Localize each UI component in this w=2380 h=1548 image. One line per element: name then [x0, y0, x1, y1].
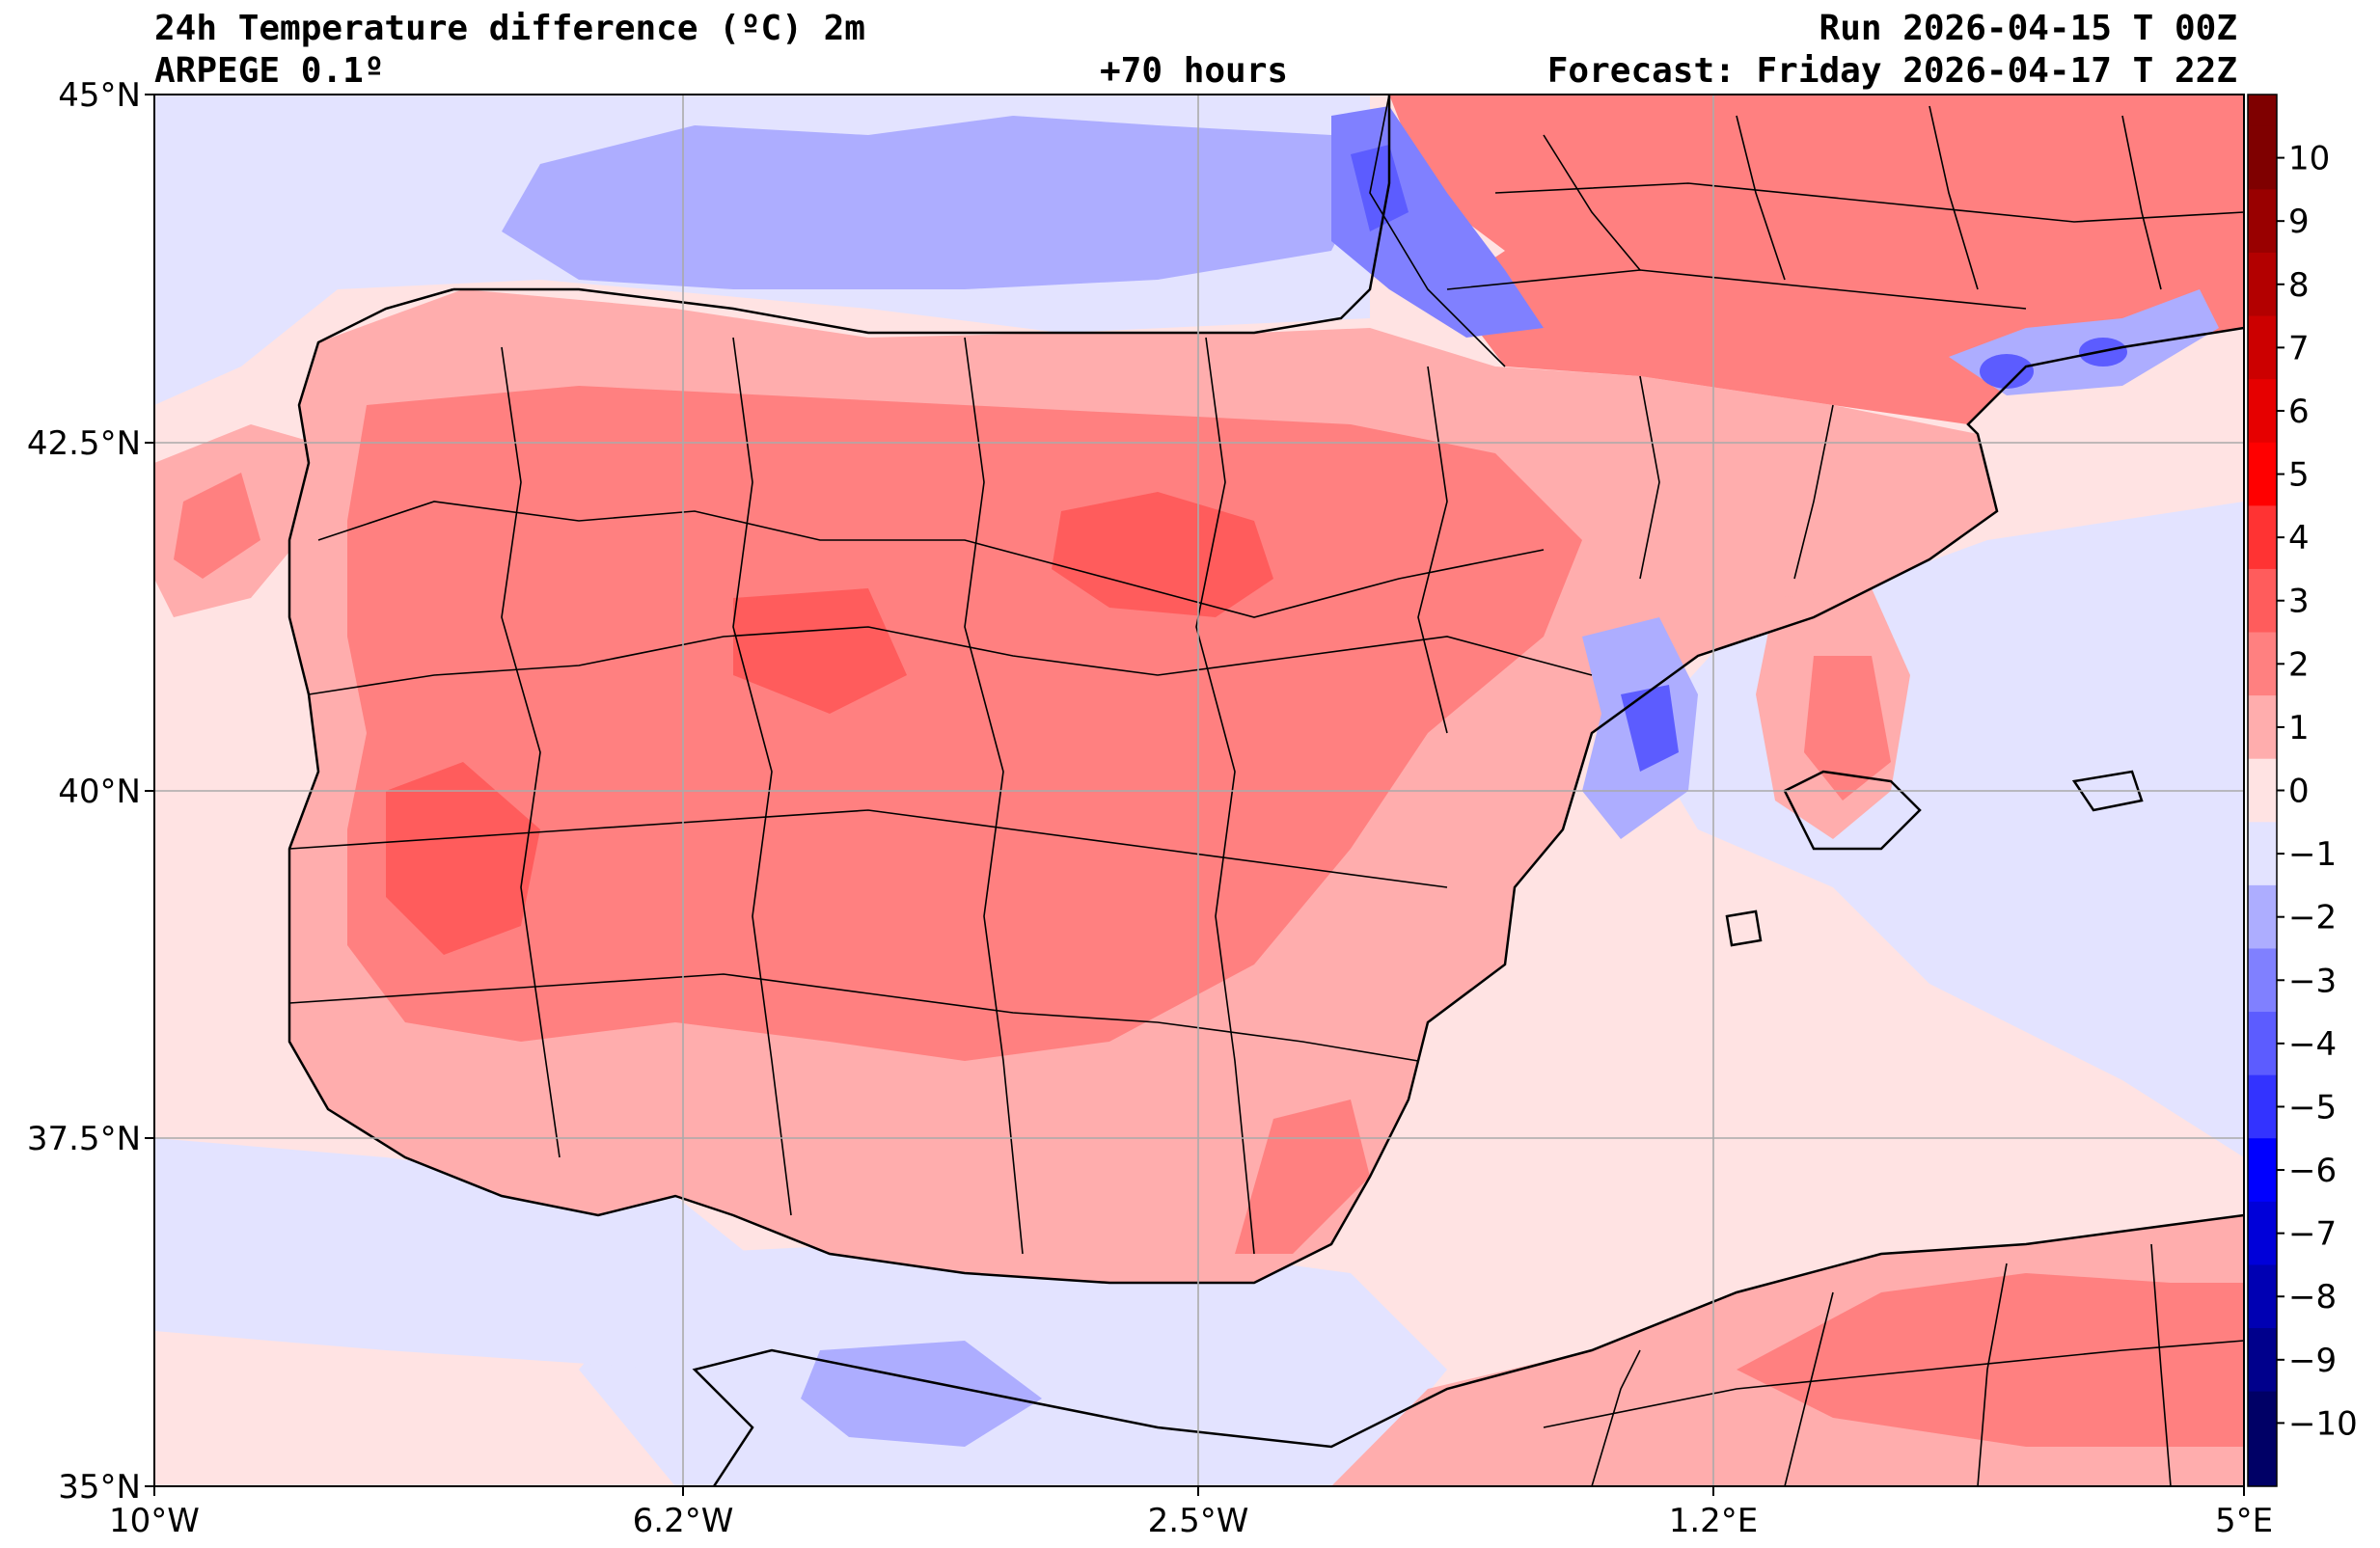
lat-label-40: 40°N	[58, 773, 141, 811]
colorbar-band	[2248, 948, 2277, 1013]
colorbar-band	[2248, 695, 2277, 760]
colorbar-label: 3	[2288, 583, 2310, 621]
colorbar-band	[2248, 379, 2277, 444]
forecast-label: Forecast: Friday 2026-04-17 T 22Z	[1546, 51, 2237, 91]
valencia-cold-core	[1621, 685, 1679, 772]
colorbar-band	[2248, 1138, 2277, 1203]
colorbar-extension-bottom	[2248, 1454, 2277, 1486]
lat-label-42-5: 42.5°N	[27, 424, 141, 463]
balearic-warm-core	[1804, 656, 1891, 801]
colorbar-label: 1	[2288, 709, 2310, 747]
african-coastline	[692, 1213, 2244, 1486]
colorbar-band	[2248, 568, 2277, 634]
colorbar-band	[2248, 252, 2277, 317]
north-africa-warm-2	[1737, 1273, 2244, 1447]
colorbar-label: 0	[2288, 773, 2310, 811]
colorbar-label: 7	[2288, 329, 2310, 367]
colorbar-label: −3	[2288, 962, 2337, 1000]
landes-cold-core	[1351, 145, 1409, 231]
colorbar-label: −1	[2288, 835, 2337, 874]
colorbar-label: 5	[2288, 456, 2310, 495]
mallorca-coast	[1783, 770, 1922, 851]
colorbar-band	[2248, 1074, 2277, 1139]
colorbar-band	[2248, 442, 2277, 506]
galicia-offshore-core	[174, 473, 260, 579]
colorbar-band	[2248, 632, 2277, 696]
colorbar-label: −10	[2288, 1404, 2358, 1443]
lon-label-6-2w: 6.2°W	[633, 1502, 734, 1540]
lat-label-45: 45°N	[58, 76, 141, 115]
colorbar-label: 2	[2288, 645, 2310, 684]
colorbar-band	[2248, 1012, 2277, 1076]
lon-label-2-5w: 2.5°W	[1148, 1502, 1249, 1540]
colorbar-label: 10	[2288, 140, 2330, 178]
colorbar-band	[2248, 1264, 2277, 1329]
colorbar-band	[2248, 758, 2277, 823]
colorbar-label: −4	[2288, 1025, 2337, 1064]
ibiza-coast	[1725, 910, 1763, 947]
map-title: 24h Temperature difference (ºC) 2m	[154, 9, 865, 48]
north-coastline	[453, 95, 1391, 335]
colorbar-label: −7	[2288, 1215, 2337, 1254]
iberia-warm-2	[347, 386, 1582, 1061]
colorbar-band	[2248, 505, 2277, 570]
colorbar-label: −6	[2288, 1152, 2337, 1190]
colorbar-label: 8	[2288, 266, 2310, 305]
biscay-cold	[502, 116, 1370, 289]
temperature-field	[154, 95, 2244, 1486]
province-borders	[288, 95, 2244, 1486]
colorbar-band	[2248, 189, 2277, 254]
colorbar-band	[2248, 822, 2277, 886]
colorbar-band	[2248, 1201, 2277, 1265]
lat-label-37-5: 37.5°N	[27, 1120, 141, 1158]
iberian-coastline	[287, 287, 2244, 1285]
extremadura-warm-core	[386, 762, 540, 955]
colorbar-band	[2248, 1391, 2277, 1455]
colorbar-label: −9	[2288, 1342, 2337, 1380]
colorbar-label: 4	[2288, 519, 2310, 557]
castilla-warm-core	[733, 588, 907, 714]
colorbar-label: −8	[2288, 1278, 2337, 1317]
colorbar-extension-top	[2248, 95, 2277, 127]
lead-time-label: +70 hours	[1100, 51, 1289, 91]
colorbar-label: 9	[2288, 203, 2310, 241]
colorbar-band	[2248, 315, 2277, 380]
ebro-warm-core	[1052, 492, 1273, 617]
colorbar-band	[2248, 884, 2277, 949]
colorbar-band	[2248, 125, 2277, 190]
lon-label-1-2e: 1.2°E	[1669, 1502, 1759, 1540]
colorbar-band	[2248, 1328, 2277, 1393]
alboran-sea-cool	[579, 1235, 1447, 1486]
model-label: ARPEGE 0.1º	[154, 51, 385, 91]
lon-label-5e: 5°E	[2215, 1502, 2273, 1540]
lon-label-10w: 10°W	[109, 1502, 200, 1540]
lat-label-35: 35°N	[58, 1468, 141, 1507]
axis-ticks	[145, 94, 2245, 1496]
run-label: Run 2026-04-15 T 00Z	[1819, 9, 2237, 48]
menorca-coast	[2071, 770, 2144, 812]
colorbar-label: −2	[2288, 899, 2337, 937]
colorbar-label: −5	[2288, 1088, 2337, 1127]
gulf-of-lion-cold-core-1	[1980, 354, 2034, 389]
graticule	[154, 95, 2244, 1486]
colorbar-label: 6	[2288, 393, 2310, 431]
